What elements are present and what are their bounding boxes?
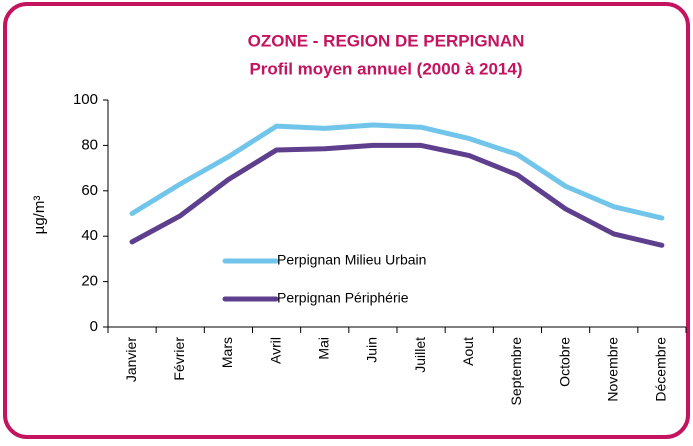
chart-subtitle: Profil moyen annuel (2000 à 2014): [249, 59, 522, 78]
y-tick-label: 0: [90, 318, 98, 335]
series-line: [129, 122, 665, 221]
x-tick-label: Juin: [364, 337, 380, 363]
x-tick-label: Septembre: [508, 337, 524, 406]
x-tick-label: Octobre: [556, 337, 572, 387]
x-tick-label: Aout: [460, 337, 476, 366]
y-tick-label: 100: [73, 91, 98, 108]
chart-title: OZONE - REGION DE PERPIGNAN: [248, 31, 525, 50]
y-tick-label: 80: [81, 136, 98, 153]
x-tick-label: Décembre: [653, 337, 669, 402]
x-tick-label: Mai: [315, 337, 331, 360]
x-tick-label: Novembre: [604, 337, 620, 402]
x-tick-label: Février: [171, 337, 187, 381]
x-tick-label: Avril: [267, 337, 283, 364]
series-line: [129, 142, 665, 248]
x-tick-label: Janvier: [123, 337, 139, 382]
x-tick-label: Juillet: [412, 337, 428, 373]
x-tick-label: Mars: [219, 337, 235, 368]
y-axis-label: µg/m³: [31, 196, 48, 235]
legend-label: Perpignan Périphérie: [277, 290, 409, 306]
legend-label: Perpignan Milieu Urbain: [277, 252, 426, 268]
y-tick-label: 40: [81, 227, 98, 244]
frame: [3, 2, 690, 439]
y-tick-label: 20: [81, 273, 98, 290]
y-tick-label: 60: [81, 182, 98, 199]
